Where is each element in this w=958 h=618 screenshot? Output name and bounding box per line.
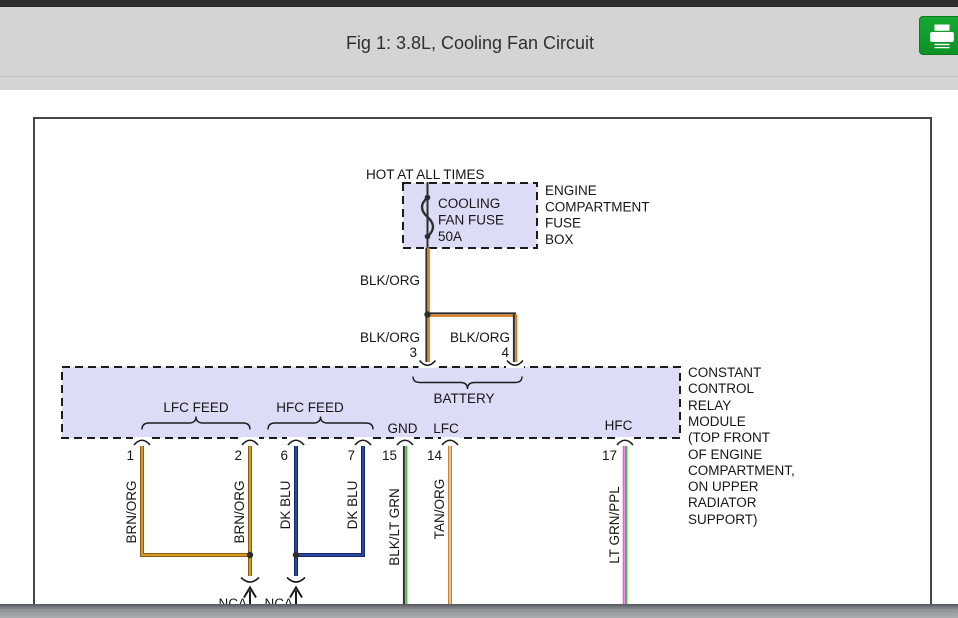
module-hfc-feed-label: HFC FEED (276, 400, 344, 415)
nca-arrowhead-right (289, 585, 303, 599)
brace-battery (412, 376, 523, 390)
brace-hfc-feed (267, 416, 374, 430)
module-location-line1: CONSTANT (688, 365, 761, 380)
connector-arc-pin15 (396, 439, 414, 446)
connector-arc-pin7 (354, 439, 372, 446)
pin-number-14: 14 (427, 448, 443, 463)
module-hfc-label: HFC (605, 418, 633, 433)
wire-label-blkorg-feed: BLK/ORG (360, 273, 420, 288)
module-location-line7: COMPARTMENT, (688, 463, 795, 478)
wires (140, 182, 628, 604)
pin-number-15: 15 (382, 448, 397, 463)
figure-header: Fig 1: 3.8L, Cooling Fan Circuit (0, 7, 958, 90)
pin-number-6: 6 (280, 448, 288, 463)
module-lfc-label: LFC (433, 421, 459, 436)
fusebox-location-line4: BOX (545, 232, 574, 247)
junction-dot-dkblu (292, 551, 300, 559)
module-battery-label: BATTERY (433, 391, 494, 406)
header-divider (0, 76, 958, 77)
wire-brnorg-pin1-overlay (141, 446, 250, 556)
connector-arc-pin3 (418, 359, 437, 367)
module-gnd-label: GND (388, 421, 418, 436)
module-location-line5: (TOP FRONT (688, 430, 770, 445)
fuse-dot-bottom (424, 233, 431, 240)
fuse-name-line1: COOLING (438, 196, 500, 211)
nca-arrowhead-left (243, 585, 257, 599)
fuse-symbol (420, 196, 435, 238)
wire-label-pin15: BLK/LT GRN (387, 488, 402, 566)
pin-number-3: 3 (409, 345, 417, 360)
wire-label-pin1: BRN/ORG (124, 480, 139, 543)
pin-number-4: 4 (501, 345, 509, 360)
wire-label-blkorg-pin3: BLK/ORG (360, 330, 420, 345)
fusebox-location-line1: ENGINE (545, 183, 597, 198)
module-location-line4: MODULE (688, 414, 746, 429)
window-bottom-strip (0, 604, 958, 618)
connector-arc-pin1 (133, 439, 151, 446)
module-location-line2: CONTROL (688, 381, 754, 396)
printer-icon (930, 24, 954, 49)
print-button[interactable] (919, 16, 958, 55)
hot-at-all-times-label: HOT AT ALL TIMES (366, 167, 485, 182)
pin-number-7: 7 (347, 448, 355, 463)
module-location-line10: SUPPORT) (688, 512, 758, 527)
connector-cups (133, 359, 634, 583)
connector-arc-pin2 (241, 439, 259, 446)
pin-number-2: 2 (234, 448, 242, 463)
pin-number-1: 1 (126, 448, 134, 463)
fusebox-location-line3: FUSE (545, 216, 581, 231)
junction-dot-brnorg (246, 551, 254, 559)
module-location-line3: RELAY (688, 398, 731, 413)
figure-title: Fig 1: 3.8L, Cooling Fan Circuit (345, 33, 595, 53)
wire-label-pin17: LT GRN/PPL (607, 486, 622, 564)
wire-label-pin6: DK BLU (278, 481, 293, 530)
wire-label-pin14: TAN/ORG (432, 479, 447, 540)
connector-arc-pin6 (287, 439, 305, 446)
fusebox-location-line2: COMPARTMENT (545, 199, 650, 214)
wire-label-pin2: BRN/ORG (232, 480, 247, 543)
wire-label-blkorg-pin4: BLK/ORG (450, 330, 510, 345)
junction-dot-blkorg (424, 311, 431, 318)
connector-arc-pin14 (441, 439, 459, 446)
connector-arc-pin4 (506, 359, 524, 367)
module-lfc-feed-label: LFC FEED (163, 400, 229, 415)
border-gaps (133, 359, 634, 446)
module-location-line6: OF ENGINE (688, 447, 762, 462)
module-location-line9: RADIATOR (688, 495, 757, 510)
ccrm-module-box (61, 366, 681, 439)
module-location-line8: ON UPPER (688, 479, 759, 494)
group-braces (141, 376, 523, 430)
window-top-strip (0, 0, 958, 7)
fuse-rating: 50A (438, 229, 462, 244)
connector-arc-nca-left (240, 576, 260, 583)
wire-dkblu-pin7-overlay (296, 446, 364, 556)
wire-label-pin7: DK BLU (345, 481, 360, 530)
brace-lfc-feed (141, 416, 251, 430)
fuse-name-line2: FAN FUSE (438, 213, 504, 228)
connector-arc-pin17 (616, 439, 634, 446)
pin-number-17: 17 (602, 448, 617, 463)
fuse-dot-top (424, 194, 431, 201)
connector-arc-nca-right (286, 576, 306, 583)
